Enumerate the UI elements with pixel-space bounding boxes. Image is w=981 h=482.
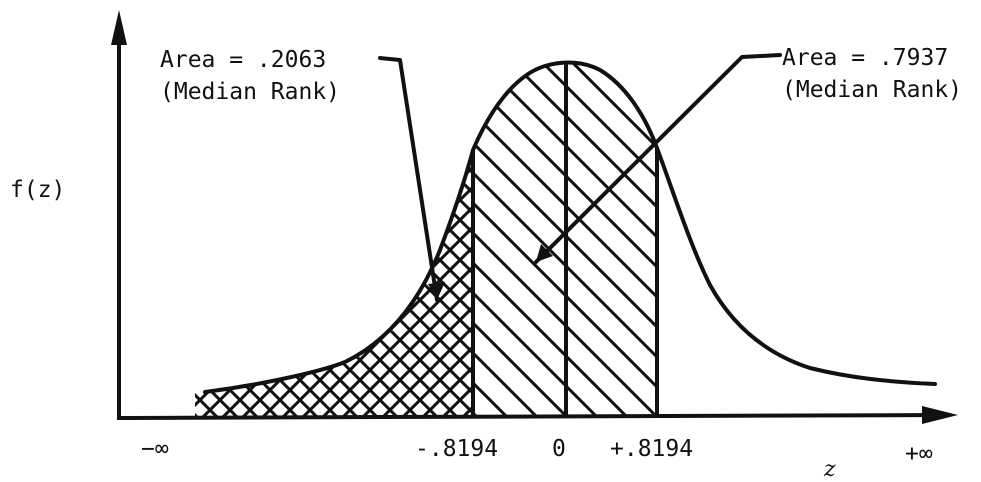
left-area-label: Area = .2063 bbox=[160, 47, 326, 73]
right-pointer-arrowhead bbox=[536, 244, 553, 262]
left-area-note: (Median Rank) bbox=[160, 79, 340, 105]
y-axis-label: f(z) bbox=[10, 177, 65, 203]
left-pointer-arrowhead bbox=[428, 282, 445, 300]
left-annotation-pointer bbox=[378, 56, 439, 302]
density-curve bbox=[203, 60, 937, 394]
tick-label-neg: -.8194 bbox=[415, 436, 498, 462]
tick-label-pos: +.8194 bbox=[610, 436, 693, 462]
tick-label-pos-infinity: +∞ bbox=[905, 441, 933, 467]
tick-label-zero: 0 bbox=[552, 436, 566, 462]
x-axis-arrowhead bbox=[922, 406, 958, 424]
right-area-note: (Median Rank) bbox=[782, 77, 962, 103]
right-annotation-pointer bbox=[534, 53, 782, 264]
x-axis-label: z bbox=[823, 457, 836, 482]
left-tail-area bbox=[195, 150, 473, 418]
tick-label-neg-infinity: −∞ bbox=[141, 436, 169, 462]
x-axis bbox=[116, 413, 946, 420]
y-axis-arrowhead bbox=[111, 10, 127, 45]
right-area-label: Area = .7937 bbox=[782, 45, 948, 71]
